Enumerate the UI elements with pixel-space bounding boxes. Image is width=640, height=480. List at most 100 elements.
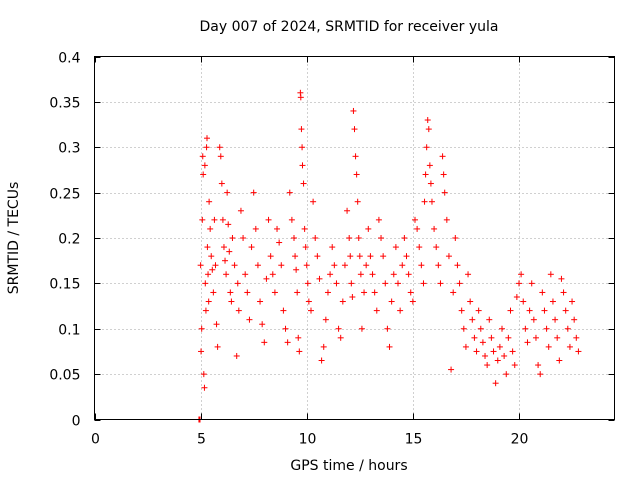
data-point	[530, 316, 537, 323]
data-point	[259, 321, 266, 328]
x-tick-label: 0	[91, 432, 100, 448]
axis-ticks: 0 0.05 0.1 0.15 0.2 0.25 0.3 0.35 0.4 0 5 10 15 20	[49, 51, 615, 448]
data-point	[518, 271, 525, 278]
data-point	[386, 343, 393, 350]
data-point	[300, 180, 307, 187]
data-point	[248, 244, 255, 251]
data-point	[333, 280, 340, 287]
data-point	[395, 280, 402, 287]
data-point	[452, 235, 459, 241]
data-point	[486, 316, 493, 323]
data-point	[571, 316, 578, 323]
data-point	[344, 207, 351, 214]
data-point	[471, 334, 478, 341]
data-point	[228, 298, 235, 305]
data-point	[240, 235, 247, 241]
data-point	[473, 348, 480, 355]
data-point	[479, 339, 486, 346]
data-point	[222, 257, 229, 264]
data-point	[224, 189, 231, 196]
data-point	[339, 298, 346, 305]
data-point	[375, 216, 382, 223]
data-point	[206, 198, 213, 205]
data-point	[295, 334, 302, 341]
data-point	[575, 348, 582, 355]
data-point	[217, 153, 224, 160]
y-tick-label: 0.4	[58, 51, 80, 67]
data-point	[299, 162, 306, 169]
data-point	[526, 307, 533, 314]
data-point	[549, 298, 556, 305]
data-point	[435, 262, 442, 269]
y-tick-label: 0.35	[49, 96, 80, 112]
data-point	[361, 289, 368, 296]
data-point	[252, 225, 259, 232]
data-point	[282, 325, 289, 332]
data-point	[496, 343, 503, 350]
data-point	[297, 94, 304, 101]
data-point	[202, 280, 209, 287]
data-point	[558, 275, 565, 282]
data-point	[492, 380, 499, 387]
data-point	[198, 325, 205, 332]
data-point	[445, 253, 452, 260]
data-point	[294, 289, 301, 296]
data-point	[197, 262, 204, 269]
data-point	[203, 144, 210, 151]
data-point	[226, 248, 233, 255]
data-point	[354, 198, 361, 205]
data-point	[316, 275, 323, 282]
data-point	[547, 271, 554, 278]
data-point	[411, 216, 418, 223]
x-axis-title: GPS time / hours	[290, 458, 407, 474]
data-point	[223, 271, 230, 278]
data-point	[488, 334, 495, 341]
data-point	[562, 307, 569, 314]
data-point	[233, 352, 240, 359]
data-point	[433, 244, 440, 251]
data-point	[469, 316, 476, 323]
data-point	[213, 321, 220, 328]
y-tick-label: 0.2	[58, 232, 80, 248]
data-point	[269, 271, 276, 278]
data-point	[460, 325, 467, 332]
data-point	[513, 293, 520, 300]
data-point	[229, 235, 236, 241]
data-point	[347, 253, 354, 260]
x-tick-label: 10	[299, 432, 317, 448]
data-point	[204, 244, 211, 251]
data-point	[312, 235, 319, 241]
data-point	[348, 280, 355, 287]
data-point	[203, 135, 210, 142]
data-point	[296, 348, 303, 355]
data-point	[441, 189, 448, 196]
data-point	[337, 334, 344, 341]
data-point	[416, 244, 423, 251]
data-point	[367, 253, 374, 260]
data-point	[560, 289, 567, 296]
data-point	[499, 325, 506, 332]
data-point	[267, 253, 274, 260]
data-point	[403, 253, 410, 260]
data-point	[378, 235, 385, 241]
data-point	[209, 266, 216, 273]
data-point	[320, 343, 327, 350]
data-point	[462, 343, 469, 350]
data-point	[201, 162, 208, 169]
data-point	[314, 253, 321, 260]
data-point	[254, 262, 261, 269]
data-point	[278, 262, 285, 269]
data-point	[414, 225, 421, 232]
data-point	[532, 334, 539, 341]
data-point	[265, 216, 272, 223]
data-point	[522, 325, 529, 332]
data-point	[439, 153, 446, 160]
data-point	[448, 366, 455, 373]
data-point	[358, 325, 365, 332]
data-point	[401, 235, 408, 241]
data-point	[440, 171, 447, 178]
data-point	[520, 298, 527, 305]
data-point	[202, 307, 209, 314]
data-point	[211, 216, 218, 223]
data-point	[276, 239, 283, 246]
